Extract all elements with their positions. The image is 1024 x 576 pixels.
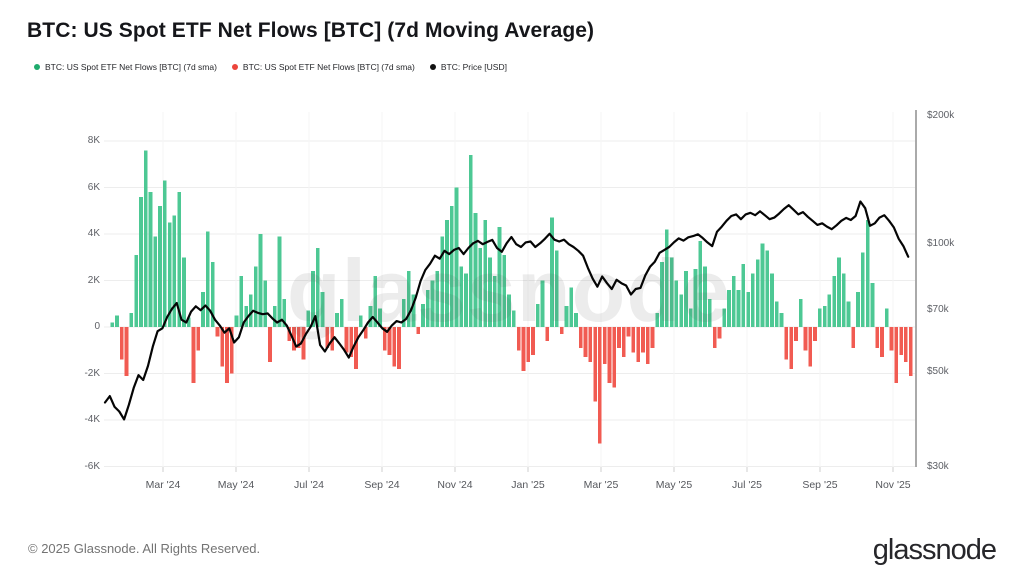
legend-label: BTC: US Spot ETF Net Flows [BTC] (7d sma… (45, 62, 217, 72)
legend-item-price[interactable]: BTC: Price [USD] (429, 62, 507, 72)
green-dot-icon (34, 64, 40, 70)
legend-item-netflows-negative[interactable]: BTC: US Spot ETF Net Flows [BTC] (7d sma… (231, 62, 415, 72)
copyright-text: © 2025 Glassnode. All Rights Reserved. (28, 541, 261, 556)
legend-label: BTC: US Spot ETF Net Flows [BTC] (7d sma… (242, 62, 415, 72)
legend-label: BTC: Price [USD] (440, 62, 507, 72)
chart-title: BTC: US Spot ETF Net Flows [BTC] (7d Mov… (27, 19, 595, 42)
legend: BTC: US Spot ETF Net Flows [BTC] (7d sma… (34, 62, 507, 72)
red-dot-icon (231, 64, 238, 70)
legend-item-netflows-positive[interactable]: BTC: US Spot ETF Net Flows [BTC] (7d sma… (34, 62, 217, 72)
black-dot-icon (429, 64, 436, 70)
glassnode-logo[interactable]: glassnode (872, 534, 997, 566)
